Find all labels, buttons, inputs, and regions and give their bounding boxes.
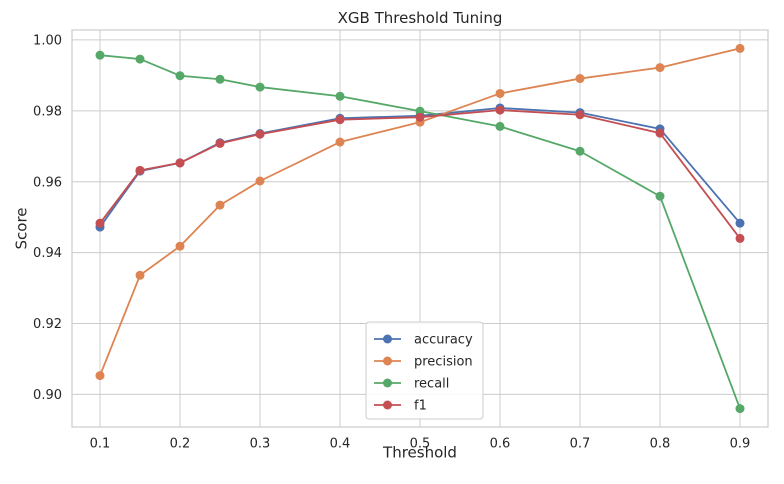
x-tick-label: 0.6: [490, 436, 511, 451]
x-tick-label: 0.8: [650, 436, 671, 451]
x-tick-labels: 0.1 0.2 0.3 0.4 0.5 0.6 0.7 0.8 0.9: [90, 436, 751, 451]
f1-point: [495, 105, 505, 115]
precision-point: [175, 241, 185, 251]
x-tick-label: 0.3: [250, 436, 271, 451]
legend-label: f1: [414, 399, 427, 414]
precision-point: [335, 137, 345, 147]
y-tick-label: 0.98: [33, 104, 62, 119]
y-tick-label: 0.92: [33, 317, 62, 332]
f1-point: [95, 218, 105, 228]
recall-point: [175, 71, 185, 81]
recall-point: [255, 82, 265, 92]
f1-point: [655, 128, 665, 138]
y-axis-label: Score: [12, 207, 30, 249]
y-tick-label: 0.94: [33, 246, 62, 261]
y-tick-label: 0.96: [33, 175, 62, 190]
recall-point: [735, 404, 745, 414]
precision-point: [135, 270, 145, 280]
precision-point: [95, 371, 105, 381]
x-axis-label: Threshold: [382, 444, 457, 462]
precision-point: [575, 74, 585, 84]
legend-item-recall: recall: [374, 377, 449, 392]
f1-point: [735, 233, 745, 243]
legend-marker: [383, 378, 392, 388]
accuracy-point: [735, 218, 745, 228]
x-tick-label: 0.2: [170, 436, 191, 451]
legend-item-accuracy: accuracy: [374, 333, 473, 348]
f1-point: [255, 129, 265, 139]
x-tick-label: 0.5: [410, 436, 431, 451]
recall-point: [495, 121, 505, 131]
f1-point: [215, 138, 225, 148]
precision-point: [495, 88, 505, 98]
recall-point: [655, 191, 665, 201]
f1-point: [175, 158, 185, 168]
precision-point: [735, 43, 745, 53]
plot-frame: [71, 29, 769, 428]
series-lines: [95, 43, 745, 414]
legend-label: recall: [414, 377, 449, 392]
series-precision: [95, 43, 745, 381]
legend-frame: [365, 321, 484, 420]
legend-marker: [383, 356, 392, 366]
chart-title: XGB Threshold Tuning: [338, 9, 503, 27]
y-tick-labels: 0.90 0.92 0.94 0.96 0.98 1.00: [33, 33, 62, 402]
series-f1: [95, 105, 745, 243]
legend: accuracy precision recall f1: [365, 321, 484, 420]
recall-point: [575, 146, 585, 156]
legend-marker: [383, 400, 392, 410]
series-recall: [95, 50, 745, 414]
x-tick-label: 0.4: [330, 436, 351, 451]
legend-label: accuracy: [414, 333, 473, 348]
legend-label: precision: [414, 355, 473, 370]
precision-point: [655, 63, 665, 73]
precision-point: [255, 176, 265, 186]
legend-item-f1: f1: [374, 399, 427, 414]
y-tick-label: 1.00: [33, 33, 62, 48]
recall-point: [135, 54, 145, 64]
recall-point: [215, 74, 225, 84]
x-tick-label: 0.9: [730, 436, 751, 451]
legend-item-precision: precision: [374, 355, 473, 370]
precision-point: [215, 200, 225, 210]
x-tick-label: 0.1: [90, 436, 111, 451]
f1-point: [135, 165, 145, 175]
recall-point: [335, 91, 345, 101]
recall-point: [95, 50, 105, 60]
x-tick-label: 0.7: [570, 436, 591, 451]
y-tick-label: 0.90: [33, 388, 62, 403]
f1-point: [575, 110, 585, 120]
f1-point: [415, 112, 425, 122]
legend-marker: [383, 334, 392, 344]
f1-point: [335, 115, 345, 125]
